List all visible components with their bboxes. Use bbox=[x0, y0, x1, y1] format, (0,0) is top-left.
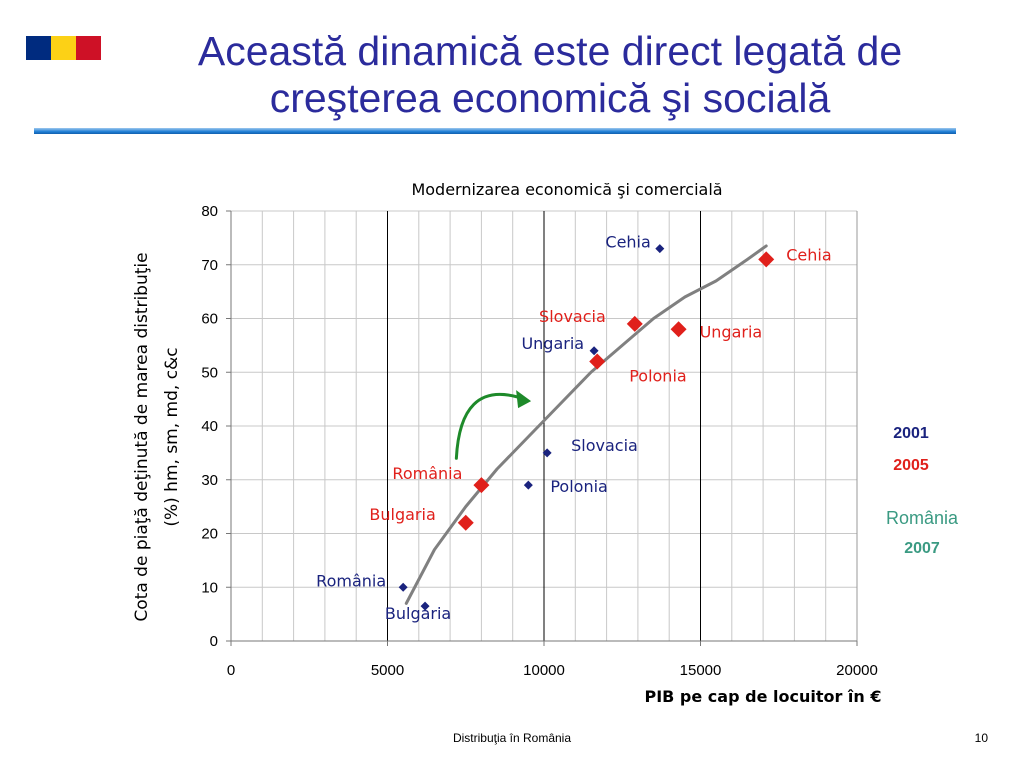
label-2005-0: Cehia bbox=[786, 245, 831, 264]
y-tick-label: 60 bbox=[201, 311, 218, 328]
label-2005-1: Slovacia bbox=[539, 307, 606, 326]
label-2001-3: Polonia bbox=[550, 477, 608, 496]
y-tick-label: 70 bbox=[201, 257, 218, 274]
y-tick-label: 30 bbox=[201, 472, 218, 489]
title-underline bbox=[34, 128, 956, 134]
label-2005-5: Bulgaria bbox=[369, 505, 435, 524]
x-axis-label: PIB pe cap de locuitor în € bbox=[644, 687, 881, 706]
legend-romania-year: 2007 bbox=[904, 540, 940, 557]
y-tick-label: 50 bbox=[201, 364, 218, 381]
y-tick-label: 80 bbox=[201, 203, 218, 220]
y-axis-label-line2: (%) hm, sm, md, c&c bbox=[162, 347, 182, 526]
y-tick-label: 40 bbox=[201, 418, 218, 435]
chart-legend: 2001 2005 România 2007 bbox=[886, 425, 959, 557]
label-2001-0: Cehia bbox=[605, 233, 650, 252]
legend-romania-label: România bbox=[886, 508, 959, 528]
y-axis-label-line1: Cota de piaţă deţinută de marea distribu… bbox=[132, 252, 152, 621]
flag-red-stripe bbox=[76, 36, 101, 60]
label-2005-2: Ungaria bbox=[700, 322, 763, 341]
plot-grid bbox=[231, 210, 858, 641]
label-2001-2: Slovacia bbox=[571, 436, 638, 455]
chart-title: Modernizarea economică şi comercială bbox=[411, 180, 722, 199]
y-axis-label: Cota de piaţă deţinută de marea distribu… bbox=[132, 252, 182, 621]
marker-2001-4 bbox=[398, 582, 408, 592]
marker-2005-2 bbox=[670, 321, 687, 338]
marker-2001-1 bbox=[589, 346, 599, 356]
slide-title-line2: creşterea economică şi socială bbox=[269, 75, 831, 121]
marker-2001-3 bbox=[523, 480, 533, 490]
plot-axes: 0 10 20 30 40 50 60 70 80 0 5000 10000 15000 20000 bbox=[201, 203, 878, 679]
growth-arrow-head bbox=[516, 390, 532, 409]
slide-title-line1: Această dinamică este direct legată de bbox=[197, 28, 903, 74]
marker-2005-0 bbox=[758, 251, 775, 268]
romanian-flag bbox=[26, 36, 101, 60]
y-tick-label: 0 bbox=[210, 633, 218, 650]
x-tick-label: 10000 bbox=[523, 662, 565, 679]
growth-arrow-shaft bbox=[454, 392, 520, 460]
x-tick-label: 15000 bbox=[680, 662, 722, 679]
flag-blue-stripe bbox=[26, 36, 51, 60]
label-2001-1: Ungaria bbox=[521, 334, 584, 353]
label-2001-4: România bbox=[316, 571, 386, 590]
x-tick-label: 0 bbox=[227, 662, 235, 679]
legend-2001: 2001 bbox=[893, 425, 929, 442]
footer-text: Distribuţia în România bbox=[452, 731, 572, 745]
marker-2005-4 bbox=[473, 477, 490, 494]
trend-curve bbox=[404, 244, 768, 605]
trend-curve-layer bbox=[404, 244, 768, 605]
marker-2001-2 bbox=[542, 448, 552, 458]
flag-yellow-stripe bbox=[51, 36, 76, 60]
y-tick-label: 20 bbox=[201, 526, 218, 543]
slide-title: Această dinamică este direct legată de c… bbox=[120, 28, 980, 122]
label-2005-4: România bbox=[392, 464, 462, 483]
marker-2001-0 bbox=[655, 244, 665, 254]
data-points: Cehia Ungaria Slovacia Polonia România Bulgar… bbox=[316, 233, 831, 623]
label-2005-3: Polonia bbox=[629, 367, 687, 386]
growth-arrow bbox=[454, 390, 532, 460]
marker-2001-5 bbox=[420, 601, 430, 611]
page-number: 10 bbox=[974, 731, 988, 745]
x-tick-label: 20000 bbox=[836, 662, 878, 679]
x-tick-label: 5000 bbox=[371, 662, 404, 679]
y-tick-label: 10 bbox=[201, 579, 218, 596]
marker-2005-1 bbox=[626, 315, 643, 332]
marker-2005-5 bbox=[457, 514, 474, 531]
marker-2005-3 bbox=[589, 353, 606, 370]
label-2001-5: Bulgaria bbox=[385, 604, 451, 623]
legend-2005: 2005 bbox=[893, 457, 929, 474]
